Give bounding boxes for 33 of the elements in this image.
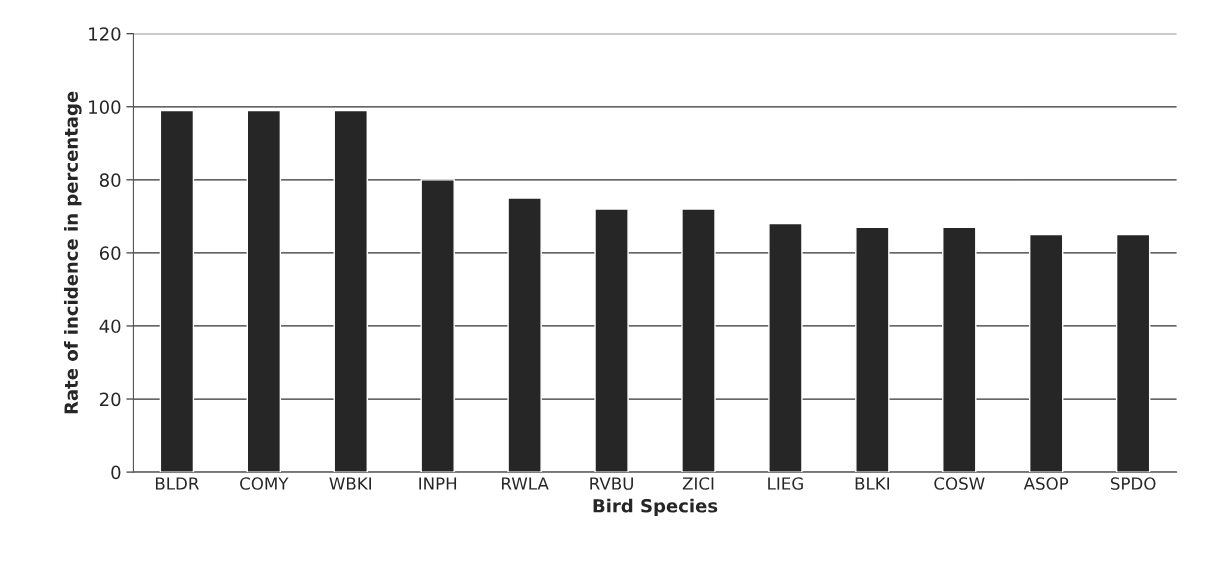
y-axis-title: Rate of incidence in percentage: [63, 91, 82, 414]
bar: [159, 109, 195, 473]
x-tick-label: LIEG: [768, 477, 803, 490]
bar: [942, 226, 977, 473]
x-tick-label: WBKI: [329, 477, 371, 490]
bar: [1115, 233, 1151, 473]
x-tick-label: ZICI: [682, 477, 714, 490]
x-tick-label: BLDR: [155, 477, 199, 490]
bar: [855, 226, 890, 473]
x-axis-title: Bird Species: [593, 498, 718, 517]
y-tick-label: 40: [99, 319, 121, 334]
x-tick-label: COSW: [934, 477, 985, 490]
bar: [1029, 233, 1064, 473]
x-tick-label: RVBU: [590, 477, 633, 490]
x-tick-label: INPH: [419, 477, 457, 490]
y-tick-label: 20: [99, 392, 121, 407]
bar: [333, 109, 368, 473]
x-tick-label: ASOP: [1023, 477, 1069, 490]
x-tick-label: BLKI: [855, 477, 889, 490]
bar: [768, 222, 803, 473]
bar: [507, 197, 542, 473]
bar: [246, 109, 282, 473]
y-tick-label: 120: [89, 27, 121, 41]
bar: [594, 208, 629, 473]
y-tick-label: 80: [99, 173, 121, 187]
y-tick-label: 60: [99, 246, 121, 261]
x-tick-label: RWLA: [502, 477, 549, 490]
x-tick-label: COMY: [240, 477, 289, 490]
bar: [681, 208, 716, 473]
y-tick-label: 0: [111, 465, 121, 480]
x-tick-label: SPDO: [1110, 477, 1156, 490]
y-tick-label: 100: [89, 100, 121, 114]
bar: [420, 179, 455, 473]
